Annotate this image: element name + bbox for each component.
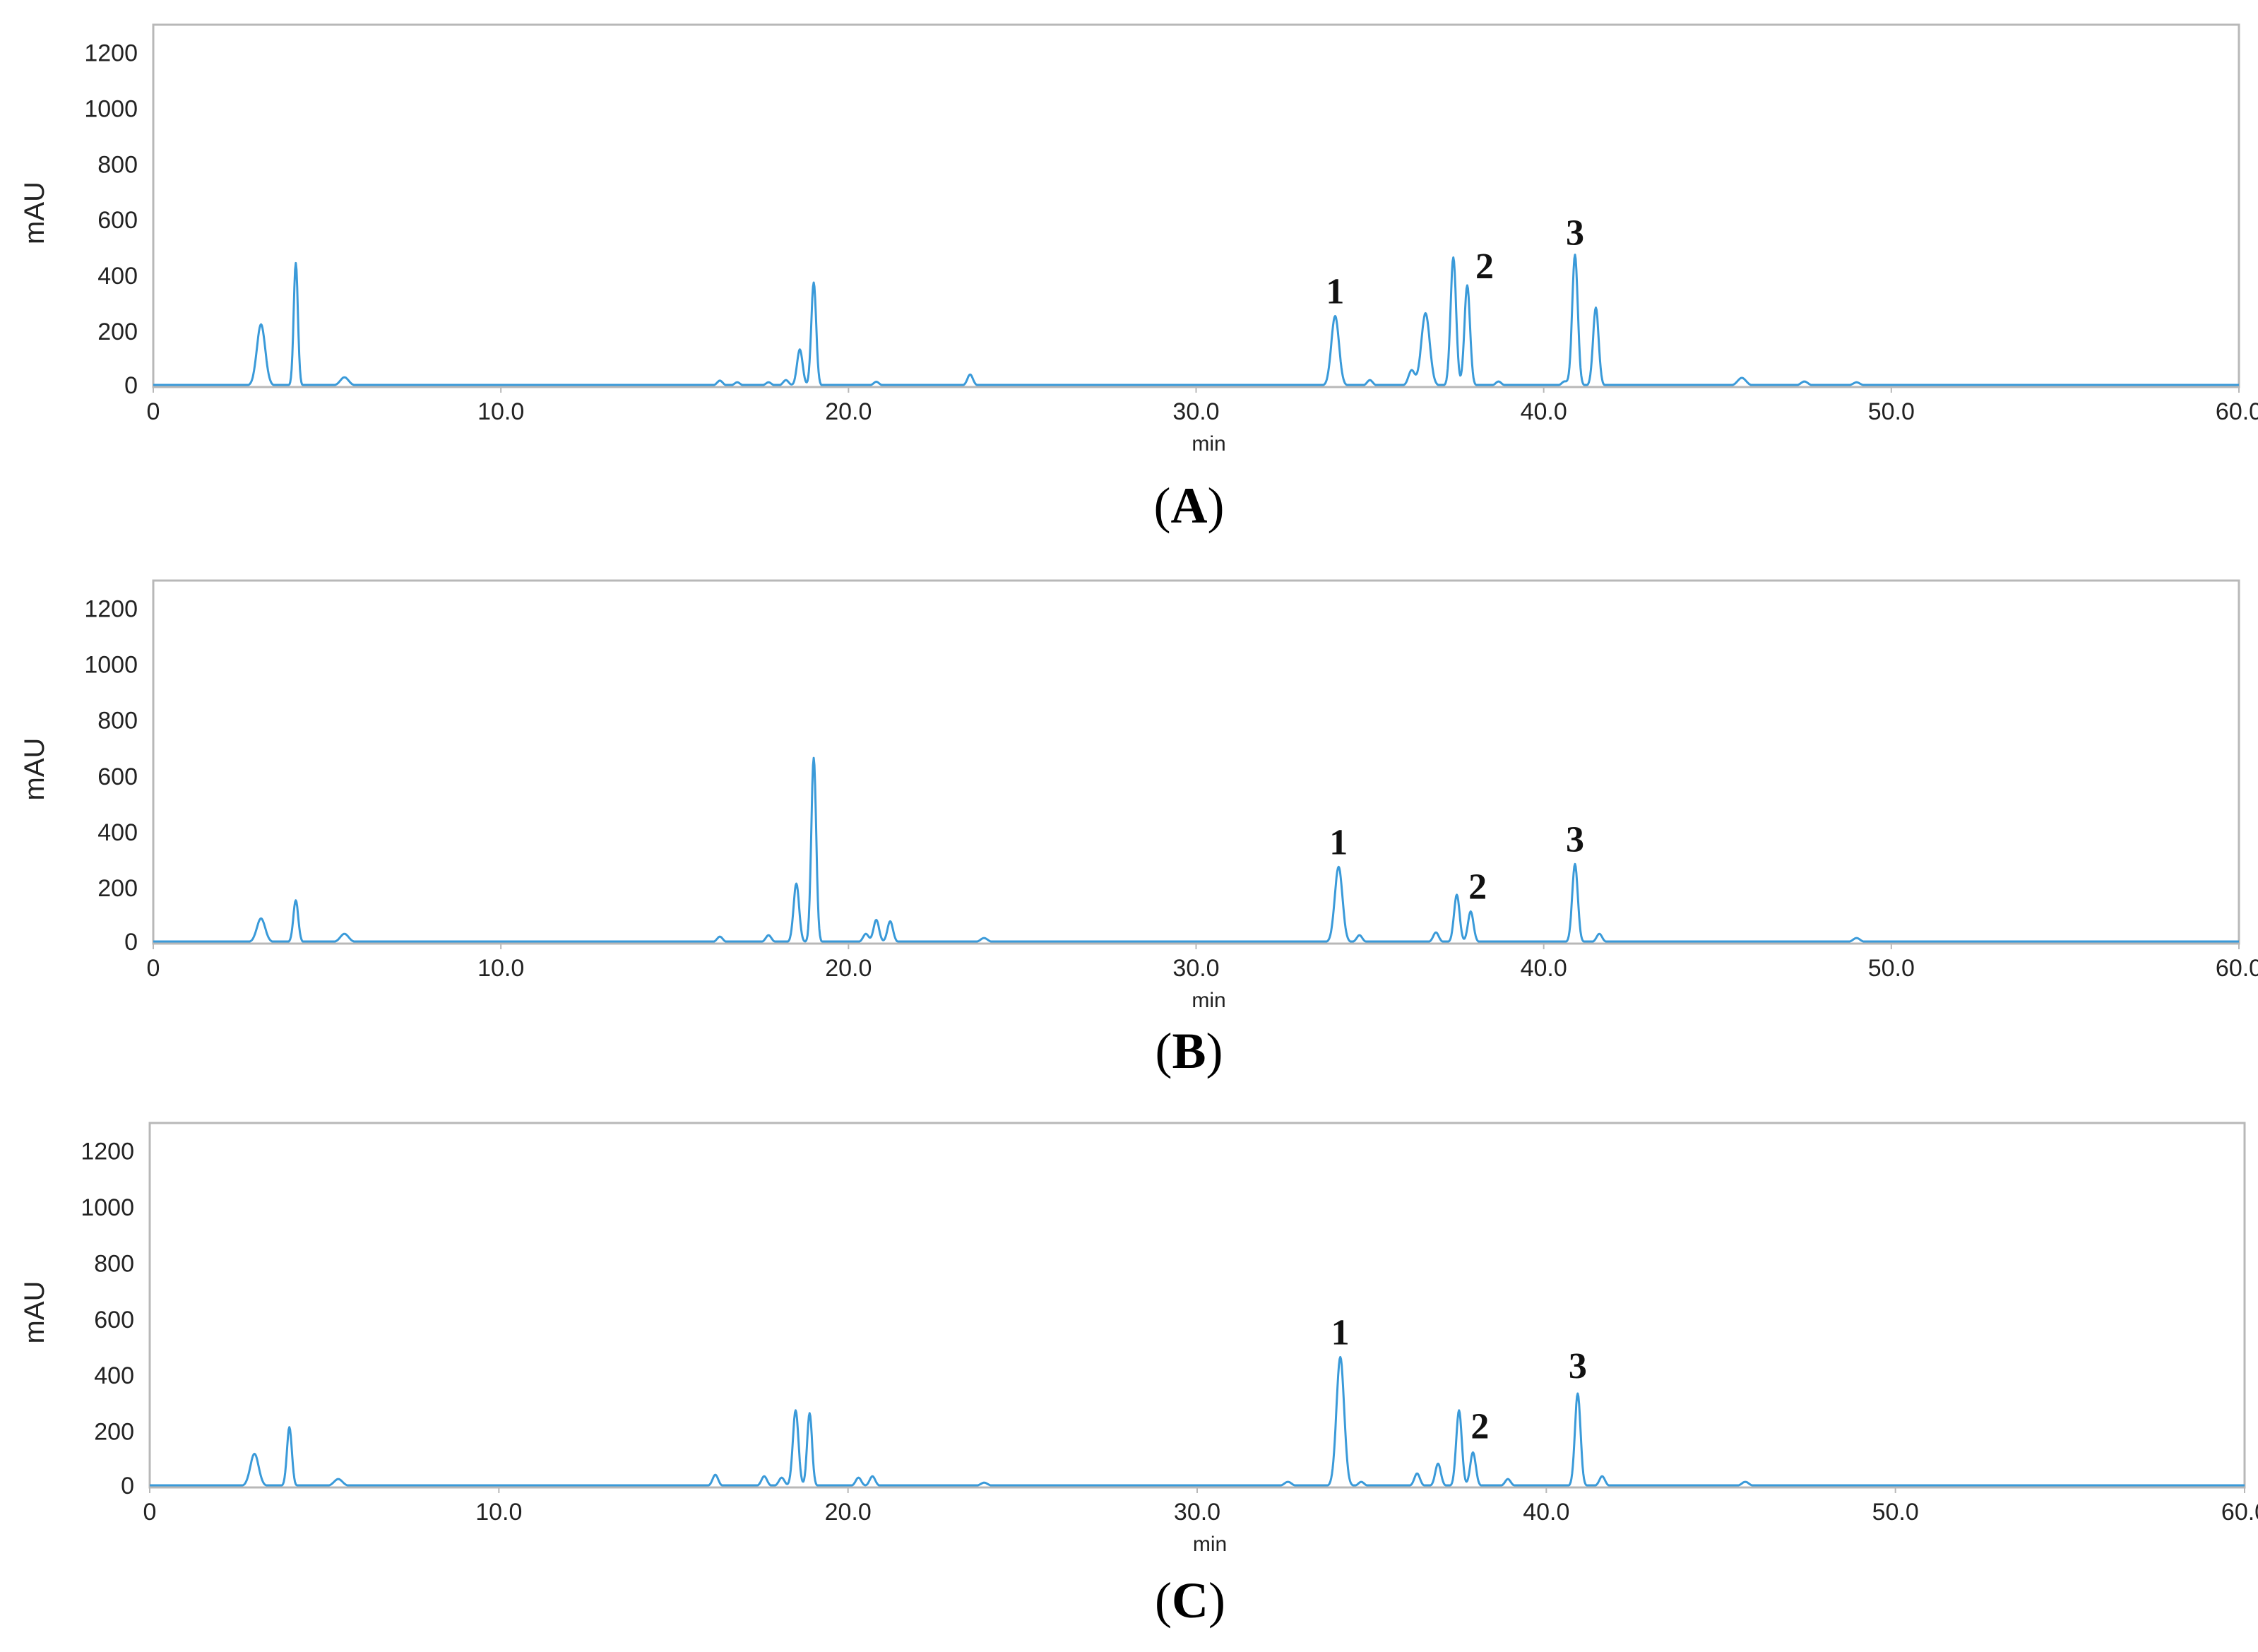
panel-label: (B): [1155, 1023, 1223, 1079]
chromatogram-trace: [149, 1355, 2245, 1487]
x-tick-label: 40.0: [1521, 398, 1567, 425]
panel-label-letter: A: [1171, 477, 1208, 534]
chromatogram-trace: [153, 756, 2240, 943]
y-tick-label: 200: [97, 875, 138, 902]
y-tick-label: 1200: [84, 596, 138, 623]
y-tick-label: 600: [97, 763, 138, 790]
x-tick-label: 60.0: [2216, 955, 2258, 982]
x-tick-label: 40.0: [1521, 955, 1567, 982]
chromatogram-panel-c: 0 200 400 600 800 1000 1200 0 10.0 20.0 30.0 40.0 50…: [19, 1122, 2258, 1629]
y-tick-label: 0: [124, 372, 138, 399]
y-axis-title: mAU: [19, 182, 50, 244]
panel-label-open-paren: (: [1155, 1572, 1172, 1629]
y-tick-label: 1000: [84, 95, 138, 122]
peak-label: 1: [1329, 822, 1348, 862]
y-tick-label: 400: [94, 1362, 134, 1389]
peak-label: 3: [1569, 1346, 1587, 1386]
x-tick-label: 50.0: [1868, 398, 1915, 425]
panel-label: (C): [1155, 1572, 1225, 1629]
panel-label-letter: B: [1172, 1023, 1206, 1079]
x-axis-title: min: [1192, 432, 1225, 456]
x-tick-label: 30.0: [1172, 955, 1219, 982]
panel-label-close-paren: ): [1206, 1023, 1223, 1079]
y-tick-label: 0: [121, 1473, 134, 1499]
y-tick-label: 600: [94, 1307, 134, 1333]
y-tick-label: 800: [97, 151, 138, 178]
y-axis-title: mAU: [19, 1281, 50, 1344]
x-axis-title: min: [1193, 1533, 1227, 1556]
x-tick-label: 20.0: [825, 398, 872, 425]
y-tick-label: 400: [97, 819, 138, 846]
x-tick-label: 40.0: [1523, 1499, 1569, 1526]
x-tick-label: 10.0: [477, 955, 524, 982]
x-tick-label: 0: [147, 955, 160, 982]
plot-frame: [152, 579, 2240, 945]
x-tick-label: 60.0: [2216, 398, 2258, 425]
panel-label-open-paren: (: [1155, 1023, 1172, 1079]
y-tick-label: 0: [124, 929, 138, 956]
y-tick-label: 200: [97, 319, 138, 345]
panel-label-close-paren: ): [1208, 477, 1225, 534]
y-tick-label: 600: [97, 207, 138, 234]
x-tick-label: 10.0: [475, 1499, 522, 1526]
x-tick-label: 10.0: [477, 398, 524, 425]
y-axis-title: mAU: [19, 738, 50, 801]
peak-label: 1: [1326, 272, 1344, 312]
x-tick-label: 20.0: [825, 1499, 872, 1526]
chromatogram-panel-b: 0 200 400 600 800 1000 1200 0 10.0 20.0 30.0 40.0 50…: [19, 579, 2258, 1079]
peak-label: 1: [1331, 1313, 1350, 1353]
x-axis-title: min: [1192, 989, 1225, 1012]
y-tick-label: 1200: [84, 40, 138, 66]
y-tick-label: 1000: [84, 652, 138, 679]
x-tick-label: 0: [147, 398, 160, 425]
y-tick-label: 200: [94, 1419, 134, 1446]
x-tick-label: 30.0: [1174, 1499, 1220, 1526]
y-tick-label: 400: [97, 263, 138, 290]
panel-label-open-paren: (: [1154, 477, 1171, 534]
peak-label: 3: [1566, 213, 1584, 254]
x-tick-label: 20.0: [825, 955, 872, 982]
peak-label: 3: [1566, 820, 1584, 860]
peak-label: 2: [1468, 867, 1487, 908]
y-tick-label: 800: [94, 1250, 134, 1277]
x-tick-label: 50.0: [1872, 1499, 1919, 1526]
x-tick-label: 50.0: [1868, 955, 1915, 982]
chromatogram-panel-a: 0 200 400 600 800 1000 1200 0 10.0 20.0 30.0 40.0 50…: [19, 23, 2258, 534]
peak-label: 2: [1470, 1407, 1489, 1447]
plot-frame: [148, 1122, 2246, 1489]
x-tick-label: 60.0: [2221, 1499, 2258, 1526]
x-tick-label: 30.0: [1172, 398, 1219, 425]
panel-label-close-paren: ): [1208, 1572, 1225, 1629]
panel-label: (A): [1154, 477, 1225, 534]
panel-label-letter: C: [1172, 1572, 1208, 1629]
y-tick-label: 1000: [81, 1194, 134, 1221]
peak-label: 2: [1475, 246, 1494, 287]
y-tick-label: 800: [97, 708, 138, 735]
chromatogram-trace: [153, 254, 2240, 386]
plot-frame: [152, 23, 2240, 388]
x-tick-label: 0: [143, 1499, 157, 1526]
y-tick-label: 1200: [81, 1139, 134, 1165]
